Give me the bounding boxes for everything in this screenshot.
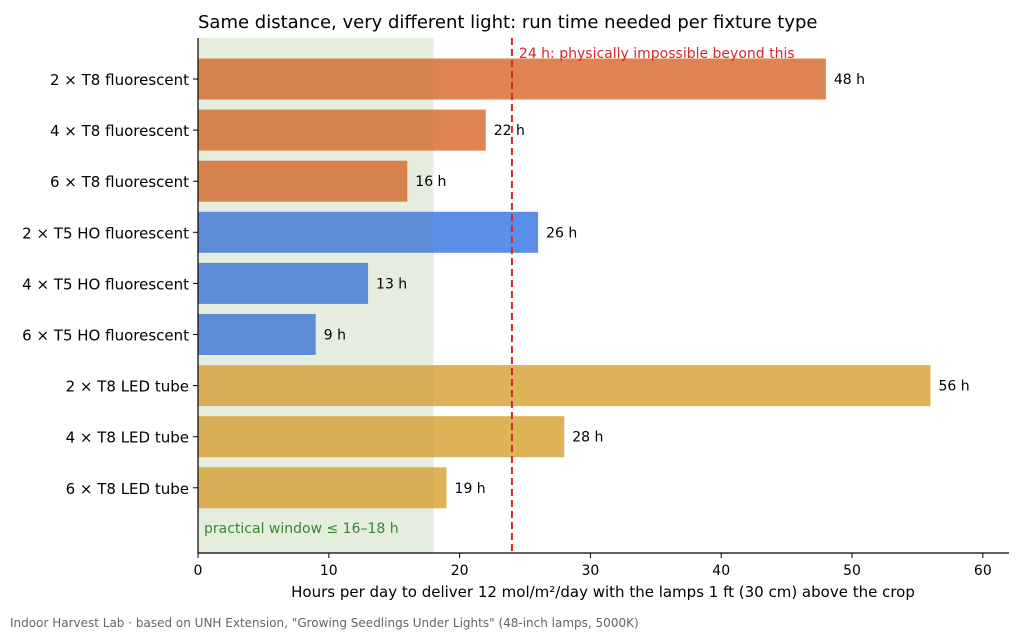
x-tick-label: 10 [320, 563, 338, 579]
bar-value-label: 28 h [572, 430, 603, 446]
x-axis-label: Hours per day to deliver 12 mol/m²/day w… [291, 583, 915, 601]
x-tick-label: 50 [843, 563, 861, 579]
bar [198, 314, 316, 355]
x-tick-label: 30 [582, 563, 600, 579]
chart-title: Same distance, very different light: run… [198, 12, 817, 33]
bar [198, 365, 931, 407]
bar [198, 262, 369, 304]
bar-chart: practical window ≤ 16–18 h 24 h: physica… [22, 12, 1009, 601]
bar [198, 109, 486, 151]
y-tick-label: 2 × T8 LED tube [66, 378, 189, 396]
practical-window-label: practical window ≤ 16–18 h [204, 521, 399, 537]
y-tick-label: 2 × T5 HO fluorescent [22, 224, 189, 242]
bars [198, 58, 931, 509]
y-tick-label: 4 × T5 HO fluorescent [22, 275, 189, 293]
value-labels: 48 h 22 h 16 h 26 h 13 h 9 h 56 h 28 h 19 h [324, 72, 970, 497]
bar-value-label: 16 h [415, 174, 446, 190]
reference-line-group: 24 h: physically impossible beyond this [510, 38, 795, 553]
y-tick-label: 2 × T8 fluorescent [50, 71, 189, 89]
y-tick-label: 6 × T8 LED tube [66, 480, 189, 498]
bar-value-label: 56 h [939, 379, 970, 395]
x-tick-label: 40 [712, 563, 730, 579]
y-tick-label: 6 × T5 HO fluorescent [22, 327, 189, 345]
bar [198, 211, 539, 253]
bar-value-label: 13 h [376, 276, 407, 292]
y-axis: 2 × T8 fluorescent 4 × T8 fluorescent 6 × … [22, 38, 199, 553]
x-tick-label: 0 [194, 563, 203, 579]
x-axis: 0 10 20 30 40 50 60 [194, 552, 1009, 579]
y-tick-label: 4 × T8 LED tube [66, 429, 189, 447]
shade-overlay [198, 38, 434, 553]
bar [198, 416, 565, 458]
bar-value-label: 22 h [494, 123, 525, 139]
x-tick-label: 20 [451, 563, 469, 579]
bar-value-label: 48 h [834, 72, 865, 88]
source-footer: Indoor Harvest Lab · based on UNH Extens… [10, 616, 639, 630]
bar-value-label: 26 h [546, 225, 577, 241]
window-overlay [198, 38, 434, 553]
reference-line-label: 24 h: physically impossible beyond this [519, 46, 795, 62]
y-tick-label: 6 × T8 fluorescent [50, 173, 189, 191]
bar [198, 160, 408, 202]
bar [198, 467, 447, 509]
x-tick-label: 60 [974, 563, 992, 579]
bar-value-label: 19 h [455, 481, 486, 497]
y-tick-label: 4 × T8 fluorescent [50, 122, 189, 140]
bar-value-label: 9 h [324, 328, 346, 344]
